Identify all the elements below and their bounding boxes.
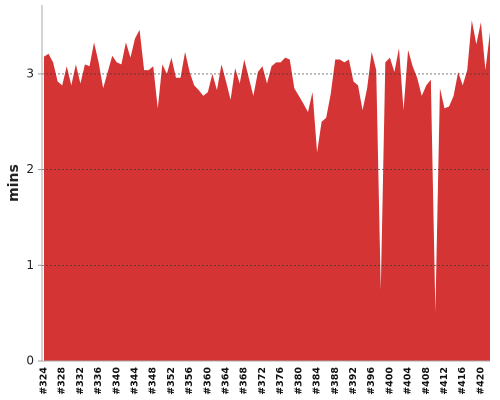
- x-tick-label: #352: [166, 367, 177, 395]
- x-tick-label: #360: [202, 367, 213, 395]
- x-tick-label: #404: [403, 367, 414, 395]
- area: [44, 20, 490, 361]
- x-tick-label: #412: [439, 367, 450, 395]
- x-tick-label: #408: [421, 367, 432, 395]
- x-tick-label: #340: [111, 367, 122, 395]
- x-tick-label: #324: [39, 367, 50, 395]
- x-tick-label: #356: [184, 367, 195, 395]
- y-tick-label: 2: [26, 162, 34, 176]
- x-tick-label: #372: [257, 367, 268, 395]
- y-tick-label: 3: [26, 66, 34, 80]
- x-tick-label: #336: [93, 367, 104, 395]
- y-tick-label: 1: [26, 258, 34, 272]
- x-tick-label: #392: [348, 367, 359, 395]
- y-tick-label: 0: [26, 354, 34, 368]
- y-axis-label: mins: [6, 164, 22, 202]
- x-tick-label: #364: [221, 367, 232, 395]
- x-tick-label: #380: [293, 367, 304, 395]
- x-tick-label: #420: [475, 367, 486, 395]
- x-tick-label: #376: [275, 367, 286, 395]
- x-tick-label: #396: [366, 367, 377, 395]
- x-tick-label: #344: [130, 367, 141, 395]
- x-tick-label: #416: [457, 367, 468, 395]
- x-tick-label: #368: [239, 367, 250, 395]
- x-tick-label: #384: [312, 367, 323, 395]
- x-tick-label: #332: [75, 367, 86, 395]
- x-tick-label: #388: [330, 367, 341, 395]
- x-tick-label: #348: [148, 367, 159, 395]
- x-tick-label: #328: [57, 367, 68, 395]
- x-tick-label: #400: [384, 367, 395, 395]
